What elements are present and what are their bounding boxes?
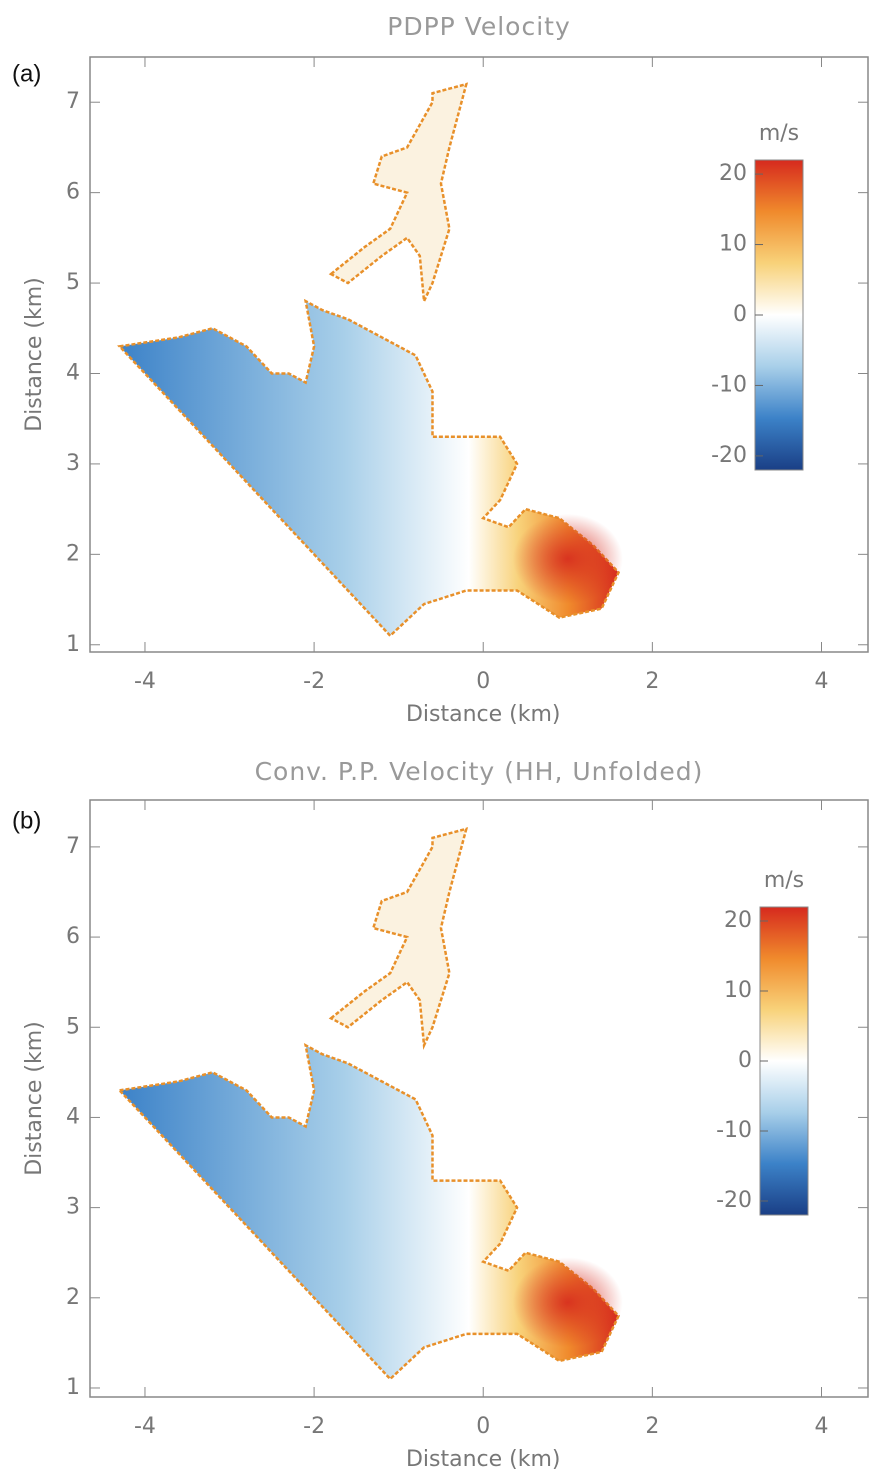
x-tick-label: -4 — [134, 1414, 156, 1439]
y-tick-label: 3 — [66, 1195, 80, 1220]
velocity-field — [328, 82, 469, 306]
colorbar-label: m/s — [764, 868, 804, 893]
plot-frame — [89, 56, 869, 653]
colorbar-tick-label: 20 — [724, 908, 752, 933]
y-tick-label: 6 — [66, 924, 80, 949]
y-tick-label: 1 — [66, 1375, 80, 1400]
colorbar-label: m/s — [759, 121, 799, 146]
y-tick-label: 5 — [66, 270, 80, 295]
velocity-maximum — [512, 513, 623, 604]
y-tick-label: 5 — [66, 1014, 80, 1039]
y-axis-label: Distance (km) — [22, 277, 47, 432]
y-tick-label: 1 — [66, 632, 80, 657]
y-tick-label: 7 — [66, 834, 80, 859]
x-tick-label: 2 — [645, 669, 659, 694]
colorbar-tick-label: 10 — [724, 978, 752, 1003]
colorbar-tick-label: -10 — [716, 1118, 752, 1143]
y-tick-label: 2 — [66, 541, 80, 566]
velocity-field — [117, 1042, 621, 1381]
y-tick-label: 4 — [66, 1104, 80, 1129]
colorbar-tick-label: 0 — [738, 1048, 752, 1073]
colorbar-tick-label: -20 — [711, 443, 747, 468]
x-tick-label: 0 — [476, 669, 490, 694]
colorbar-tick-label: 10 — [719, 232, 747, 257]
x-tick-label: -4 — [134, 669, 156, 694]
x-axis-label: Distance (km) — [406, 702, 561, 727]
x-tick-label: 4 — [814, 669, 828, 694]
y-tick-label: 4 — [66, 360, 80, 385]
colorbar-tick-label: -20 — [716, 1188, 752, 1213]
y-tick-label: 7 — [66, 89, 80, 114]
chart-title: PDPP Velocity — [387, 12, 571, 41]
panel-label: (b) — [12, 807, 41, 834]
colorbar-tick-label: -10 — [711, 372, 747, 397]
plot-frame — [89, 799, 869, 1398]
panel-label: (a) — [12, 60, 41, 87]
y-tick-label: 2 — [66, 1285, 80, 1310]
velocity-maximum — [512, 1257, 623, 1348]
colorbar-tick-label: 20 — [719, 161, 747, 186]
x-tick-label: 4 — [814, 1414, 828, 1439]
velocity-field — [328, 827, 469, 1050]
x-tick-label: -2 — [303, 669, 325, 694]
x-tick-label: 2 — [645, 1414, 659, 1439]
chart-title: Conv. P.P. Velocity (HH, Unfolded) — [255, 757, 704, 786]
colorbar-tick-label: 0 — [733, 302, 747, 327]
x-tick-label: 0 — [476, 1414, 490, 1439]
x-tick-label: -2 — [303, 1414, 325, 1439]
y-tick-label: 3 — [66, 451, 80, 476]
y-tick-label: 6 — [66, 180, 80, 205]
y-axis-label: Distance (km) — [22, 1021, 47, 1176]
velocity-field — [117, 298, 621, 638]
x-axis-label: Distance (km) — [406, 1447, 561, 1472]
